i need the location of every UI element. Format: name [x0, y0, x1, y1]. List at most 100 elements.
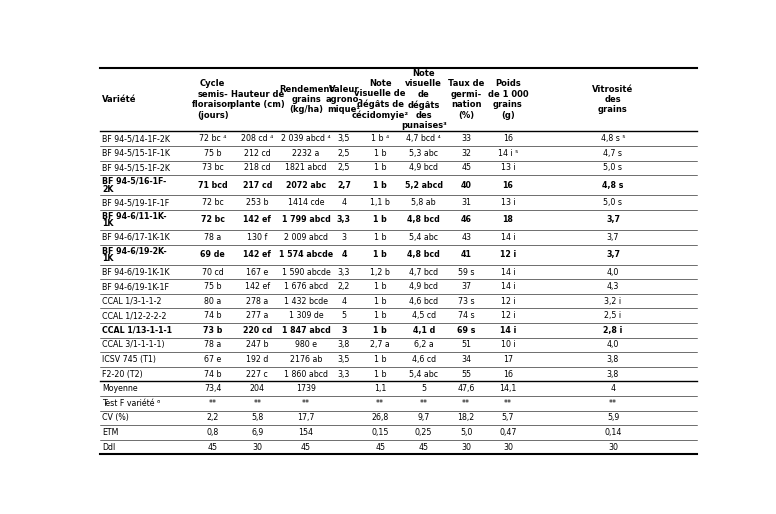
Text: 2,2: 2,2 [338, 282, 350, 291]
Text: Vitrosité
des
grains: Vitrosité des grains [592, 85, 634, 115]
Text: 3,3: 3,3 [338, 267, 350, 277]
Text: CCAL 1/13-1-1-1: CCAL 1/13-1-1-1 [102, 326, 172, 335]
Text: 3,5: 3,5 [338, 134, 350, 143]
Text: 4,7 s: 4,7 s [604, 149, 622, 158]
Text: 59 s: 59 s [458, 267, 474, 277]
Text: 14 i: 14 i [501, 233, 515, 242]
Text: Moyenne: Moyenne [102, 384, 138, 393]
Text: **: ** [504, 399, 512, 408]
Text: 4,8 s ⁵: 4,8 s ⁵ [601, 134, 625, 143]
Text: 212 cd: 212 cd [244, 149, 271, 158]
Text: 253 b: 253 b [246, 198, 268, 207]
Text: 18,2: 18,2 [458, 413, 475, 423]
Text: 73 bc: 73 bc [202, 163, 223, 172]
Text: 2072 abc: 2072 abc [286, 181, 326, 190]
Text: 5,9: 5,9 [607, 413, 619, 423]
Text: 2,5 i: 2,5 i [605, 311, 622, 320]
Text: 3,8: 3,8 [607, 370, 619, 379]
Text: 0,14: 0,14 [605, 428, 622, 437]
Text: **: ** [609, 399, 617, 408]
Text: 4,5 cd: 4,5 cd [411, 311, 436, 320]
Text: 70 cd: 70 cd [202, 267, 223, 277]
Text: 4: 4 [341, 297, 346, 306]
Text: 10 i: 10 i [501, 340, 515, 350]
Text: 72 bc ⁴: 72 bc ⁴ [199, 134, 227, 143]
Text: 1 b: 1 b [374, 282, 386, 291]
Text: 5,7: 5,7 [502, 413, 514, 423]
Text: 1 574 abcde: 1 574 abcde [279, 250, 333, 259]
Text: Poids
de 1 000
grains
(g): Poids de 1 000 grains (g) [487, 80, 528, 120]
Text: 0,8: 0,8 [206, 428, 219, 437]
Text: 980 e: 980 e [295, 340, 317, 350]
Text: BF 94-6/11-1K-: BF 94-6/11-1K- [102, 212, 167, 221]
Text: 46: 46 [461, 215, 472, 225]
Text: 4: 4 [611, 384, 615, 393]
Text: F2-20 (T2): F2-20 (T2) [102, 370, 143, 379]
Text: 142 ef: 142 ef [244, 282, 270, 291]
Text: 4,0: 4,0 [607, 267, 619, 277]
Text: BF 94-5/16-1F-: BF 94-5/16-1F- [102, 177, 167, 186]
Text: BF 94-5/15-1F-1K: BF 94-5/15-1F-1K [102, 149, 171, 158]
Text: Hauteur de
plante (cm): Hauteur de plante (cm) [230, 90, 285, 109]
Text: 45: 45 [301, 443, 311, 451]
Text: 16: 16 [502, 181, 514, 190]
Text: 2,5: 2,5 [338, 149, 350, 158]
Text: 67 e: 67 e [204, 355, 221, 364]
Text: 33: 33 [461, 134, 471, 143]
Text: 14,1: 14,1 [499, 384, 517, 393]
Text: 2,2: 2,2 [206, 413, 219, 423]
Text: **: ** [462, 399, 470, 408]
Text: 14 i ⁵: 14 i ⁵ [497, 149, 518, 158]
Text: Test F variété ⁶: Test F variété ⁶ [102, 399, 161, 408]
Text: Valeur
agrono-
mique¹: Valeur agrono- mique¹ [325, 85, 362, 115]
Text: Rendement
grains
(kg/ha): Rendement grains (kg/ha) [279, 85, 333, 115]
Text: 17: 17 [503, 355, 513, 364]
Text: 74 b: 74 b [204, 311, 221, 320]
Text: 1739: 1739 [296, 384, 316, 393]
Text: 32: 32 [461, 149, 471, 158]
Text: **: ** [209, 399, 217, 408]
Text: 17,7: 17,7 [297, 413, 315, 423]
Text: 1 b: 1 b [374, 311, 386, 320]
Text: 247 b: 247 b [246, 340, 268, 350]
Text: 1 847 abcd: 1 847 abcd [282, 326, 331, 335]
Text: 3,2 i: 3,2 i [605, 297, 622, 306]
Text: 0,25: 0,25 [415, 428, 432, 437]
Text: 37: 37 [461, 282, 471, 291]
Text: 47,6: 47,6 [457, 384, 475, 393]
Text: 1 799 abcd: 1 799 abcd [282, 215, 331, 225]
Text: 5,8 ab: 5,8 ab [411, 198, 436, 207]
Text: 4,1 d: 4,1 d [413, 326, 435, 335]
Text: 2,7: 2,7 [337, 181, 351, 190]
Text: 3,3: 3,3 [337, 215, 351, 225]
Text: 2K: 2K [102, 185, 114, 194]
Text: 5,0 s: 5,0 s [604, 163, 622, 172]
Text: 78 a: 78 a [204, 340, 221, 350]
Text: 72 bc: 72 bc [200, 215, 224, 225]
Text: 220 cd: 220 cd [243, 326, 272, 335]
Text: 217 cd: 217 cd [243, 181, 272, 190]
Text: 14 i: 14 i [501, 282, 515, 291]
Text: 1 b: 1 b [373, 250, 387, 259]
Text: 4,6 bcd: 4,6 bcd [409, 297, 438, 306]
Text: BF 94-6/19-1K-1F: BF 94-6/19-1K-1F [102, 282, 169, 291]
Text: 71 bcd: 71 bcd [198, 181, 227, 190]
Text: 192 d: 192 d [246, 355, 268, 364]
Text: 2,8 i: 2,8 i [603, 326, 622, 335]
Text: 9,7: 9,7 [417, 413, 430, 423]
Text: 2,5: 2,5 [338, 163, 350, 172]
Text: 4,9 bcd: 4,9 bcd [409, 282, 438, 291]
Text: 277 a: 277 a [246, 311, 268, 320]
Text: 14 i: 14 i [501, 267, 515, 277]
Text: 5,2 abcd: 5,2 abcd [405, 181, 442, 190]
Text: 30: 30 [252, 443, 262, 451]
Text: 3,7: 3,7 [606, 215, 620, 225]
Text: 73 s: 73 s [458, 297, 474, 306]
Text: 227 c: 227 c [247, 370, 268, 379]
Text: CCAL 1/3-1-1-2: CCAL 1/3-1-1-2 [102, 297, 162, 306]
Text: 74 b: 74 b [204, 370, 221, 379]
Text: 14 i: 14 i [500, 326, 516, 335]
Text: 2,7 a: 2,7 a [370, 340, 390, 350]
Text: 154: 154 [299, 428, 314, 437]
Text: 3,5: 3,5 [338, 355, 350, 364]
